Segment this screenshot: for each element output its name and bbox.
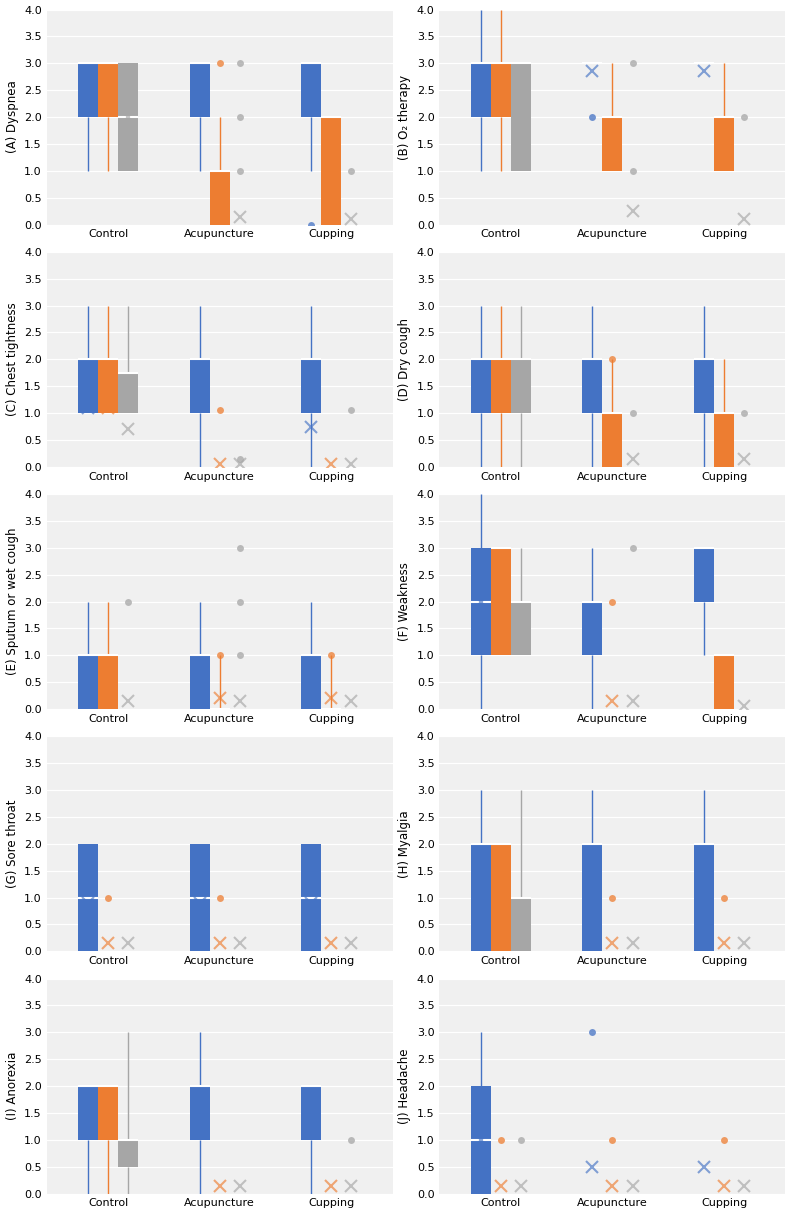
Bar	[190, 656, 210, 709]
Bar	[511, 63, 531, 171]
Bar	[714, 656, 734, 709]
Bar	[471, 548, 490, 656]
Bar	[78, 656, 98, 709]
Bar	[490, 548, 511, 656]
Bar	[321, 117, 342, 225]
Y-axis label: (G) Sore throat: (G) Sore throat	[6, 800, 18, 889]
Bar	[471, 1087, 490, 1193]
Bar	[98, 1087, 118, 1140]
Bar	[210, 171, 229, 225]
Bar	[301, 844, 321, 952]
Bar	[511, 359, 531, 413]
Bar	[118, 373, 138, 413]
Y-axis label: (D) Dry cough: (D) Dry cough	[399, 318, 411, 401]
Y-axis label: (F) Weakness: (F) Weakness	[399, 562, 411, 641]
Bar	[98, 359, 118, 413]
Bar	[190, 1087, 210, 1140]
Bar	[694, 359, 714, 413]
Bar	[471, 844, 490, 952]
Bar	[301, 63, 321, 117]
Bar	[190, 359, 210, 413]
Bar	[490, 359, 511, 413]
Bar	[98, 63, 118, 117]
Y-axis label: (A) Dyspnea: (A) Dyspnea	[6, 80, 18, 153]
Bar	[490, 844, 511, 952]
Y-axis label: (H) Myalgia: (H) Myalgia	[399, 810, 411, 878]
Bar	[603, 413, 623, 467]
Y-axis label: (I) Anorexia: (I) Anorexia	[6, 1051, 18, 1121]
Bar	[301, 359, 321, 413]
Y-axis label: (C) Chest tightness: (C) Chest tightness	[6, 302, 18, 416]
Bar	[78, 63, 98, 117]
Bar	[78, 844, 98, 952]
Bar	[98, 656, 118, 709]
Bar	[118, 1140, 138, 1167]
Bar	[511, 897, 531, 952]
Bar	[490, 63, 511, 117]
Bar	[78, 359, 98, 413]
Bar	[471, 359, 490, 413]
Bar	[714, 413, 734, 467]
Bar	[190, 63, 210, 117]
Bar	[582, 359, 603, 413]
Bar	[471, 63, 490, 117]
Bar	[511, 602, 531, 656]
Bar	[714, 117, 734, 171]
Bar	[694, 844, 714, 952]
Y-axis label: (J) Headache: (J) Headache	[399, 1049, 411, 1124]
Y-axis label: (B) O₂ therapy: (B) O₂ therapy	[399, 74, 411, 160]
Bar	[694, 548, 714, 602]
Bar	[78, 1087, 98, 1140]
Bar	[190, 844, 210, 952]
Bar	[301, 1087, 321, 1140]
Bar	[582, 844, 603, 952]
Y-axis label: (E) Sputum or wet cough: (E) Sputum or wet cough	[6, 528, 18, 675]
Bar	[118, 63, 138, 171]
Bar	[582, 602, 603, 656]
Bar	[301, 656, 321, 709]
Bar	[603, 117, 623, 171]
